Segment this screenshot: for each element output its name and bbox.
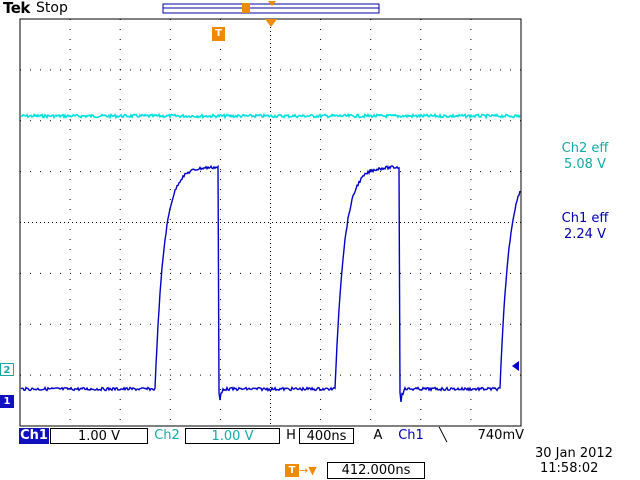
trigger-level-arrow-icon (512, 361, 519, 371)
record-view-pointer-icon (268, 1, 276, 6)
horizontal-scale-readout[interactable]: 400ns (299, 428, 354, 444)
trigger-mode-label: A (373, 428, 383, 443)
ch2-measurement-value: 5.08 V (564, 157, 606, 172)
acquisition-state: Stop (36, 0, 68, 16)
ch2-tag[interactable]: Ch2 (154, 428, 180, 443)
ch2-measurement-label: Ch2 eff (561, 141, 609, 156)
ch2-scale-readout[interactable]: 1.00 V (185, 428, 280, 444)
ch1-measurement-value: 2.24 V (564, 227, 606, 242)
ch1-ground-marker[interactable]: 1 (0, 395, 14, 408)
trigger-time-marker-icon: T (285, 464, 299, 477)
trigger-time-readout[interactable]: 412.000ns (327, 462, 425, 479)
ch1-scale-readout[interactable]: 1.00 V (50, 428, 148, 444)
ch1-measurement-label: Ch1 eff (561, 211, 609, 226)
ch1-waveform (20, 164, 521, 402)
trigger-source-readout[interactable]: Ch1 (398, 428, 424, 443)
trigger-level-readout[interactable]: 740mV (477, 428, 524, 443)
date-readout: 30 Jan 2012 (535, 446, 613, 461)
time-readout: 11:58:02 (540, 461, 599, 476)
graticule-grid (20, 19, 521, 426)
ch2-ground-marker[interactable]: 2 (0, 363, 14, 376)
trigger-slope-icon: ╲ (439, 428, 447, 443)
graticule-frame (19, 18, 522, 427)
horizontal-label: H (286, 428, 296, 443)
brand-logo: Tek (3, 0, 30, 17)
trigger-time-arrow-icon: →▼ (299, 464, 317, 477)
ch2-waveform (20, 112, 521, 120)
trigger-marker-icon: T (212, 27, 225, 41)
record-view-trigger-icon (242, 3, 250, 13)
trigger-position-pointer-icon (265, 19, 277, 27)
ch1-tag[interactable]: Ch1 (19, 428, 49, 444)
